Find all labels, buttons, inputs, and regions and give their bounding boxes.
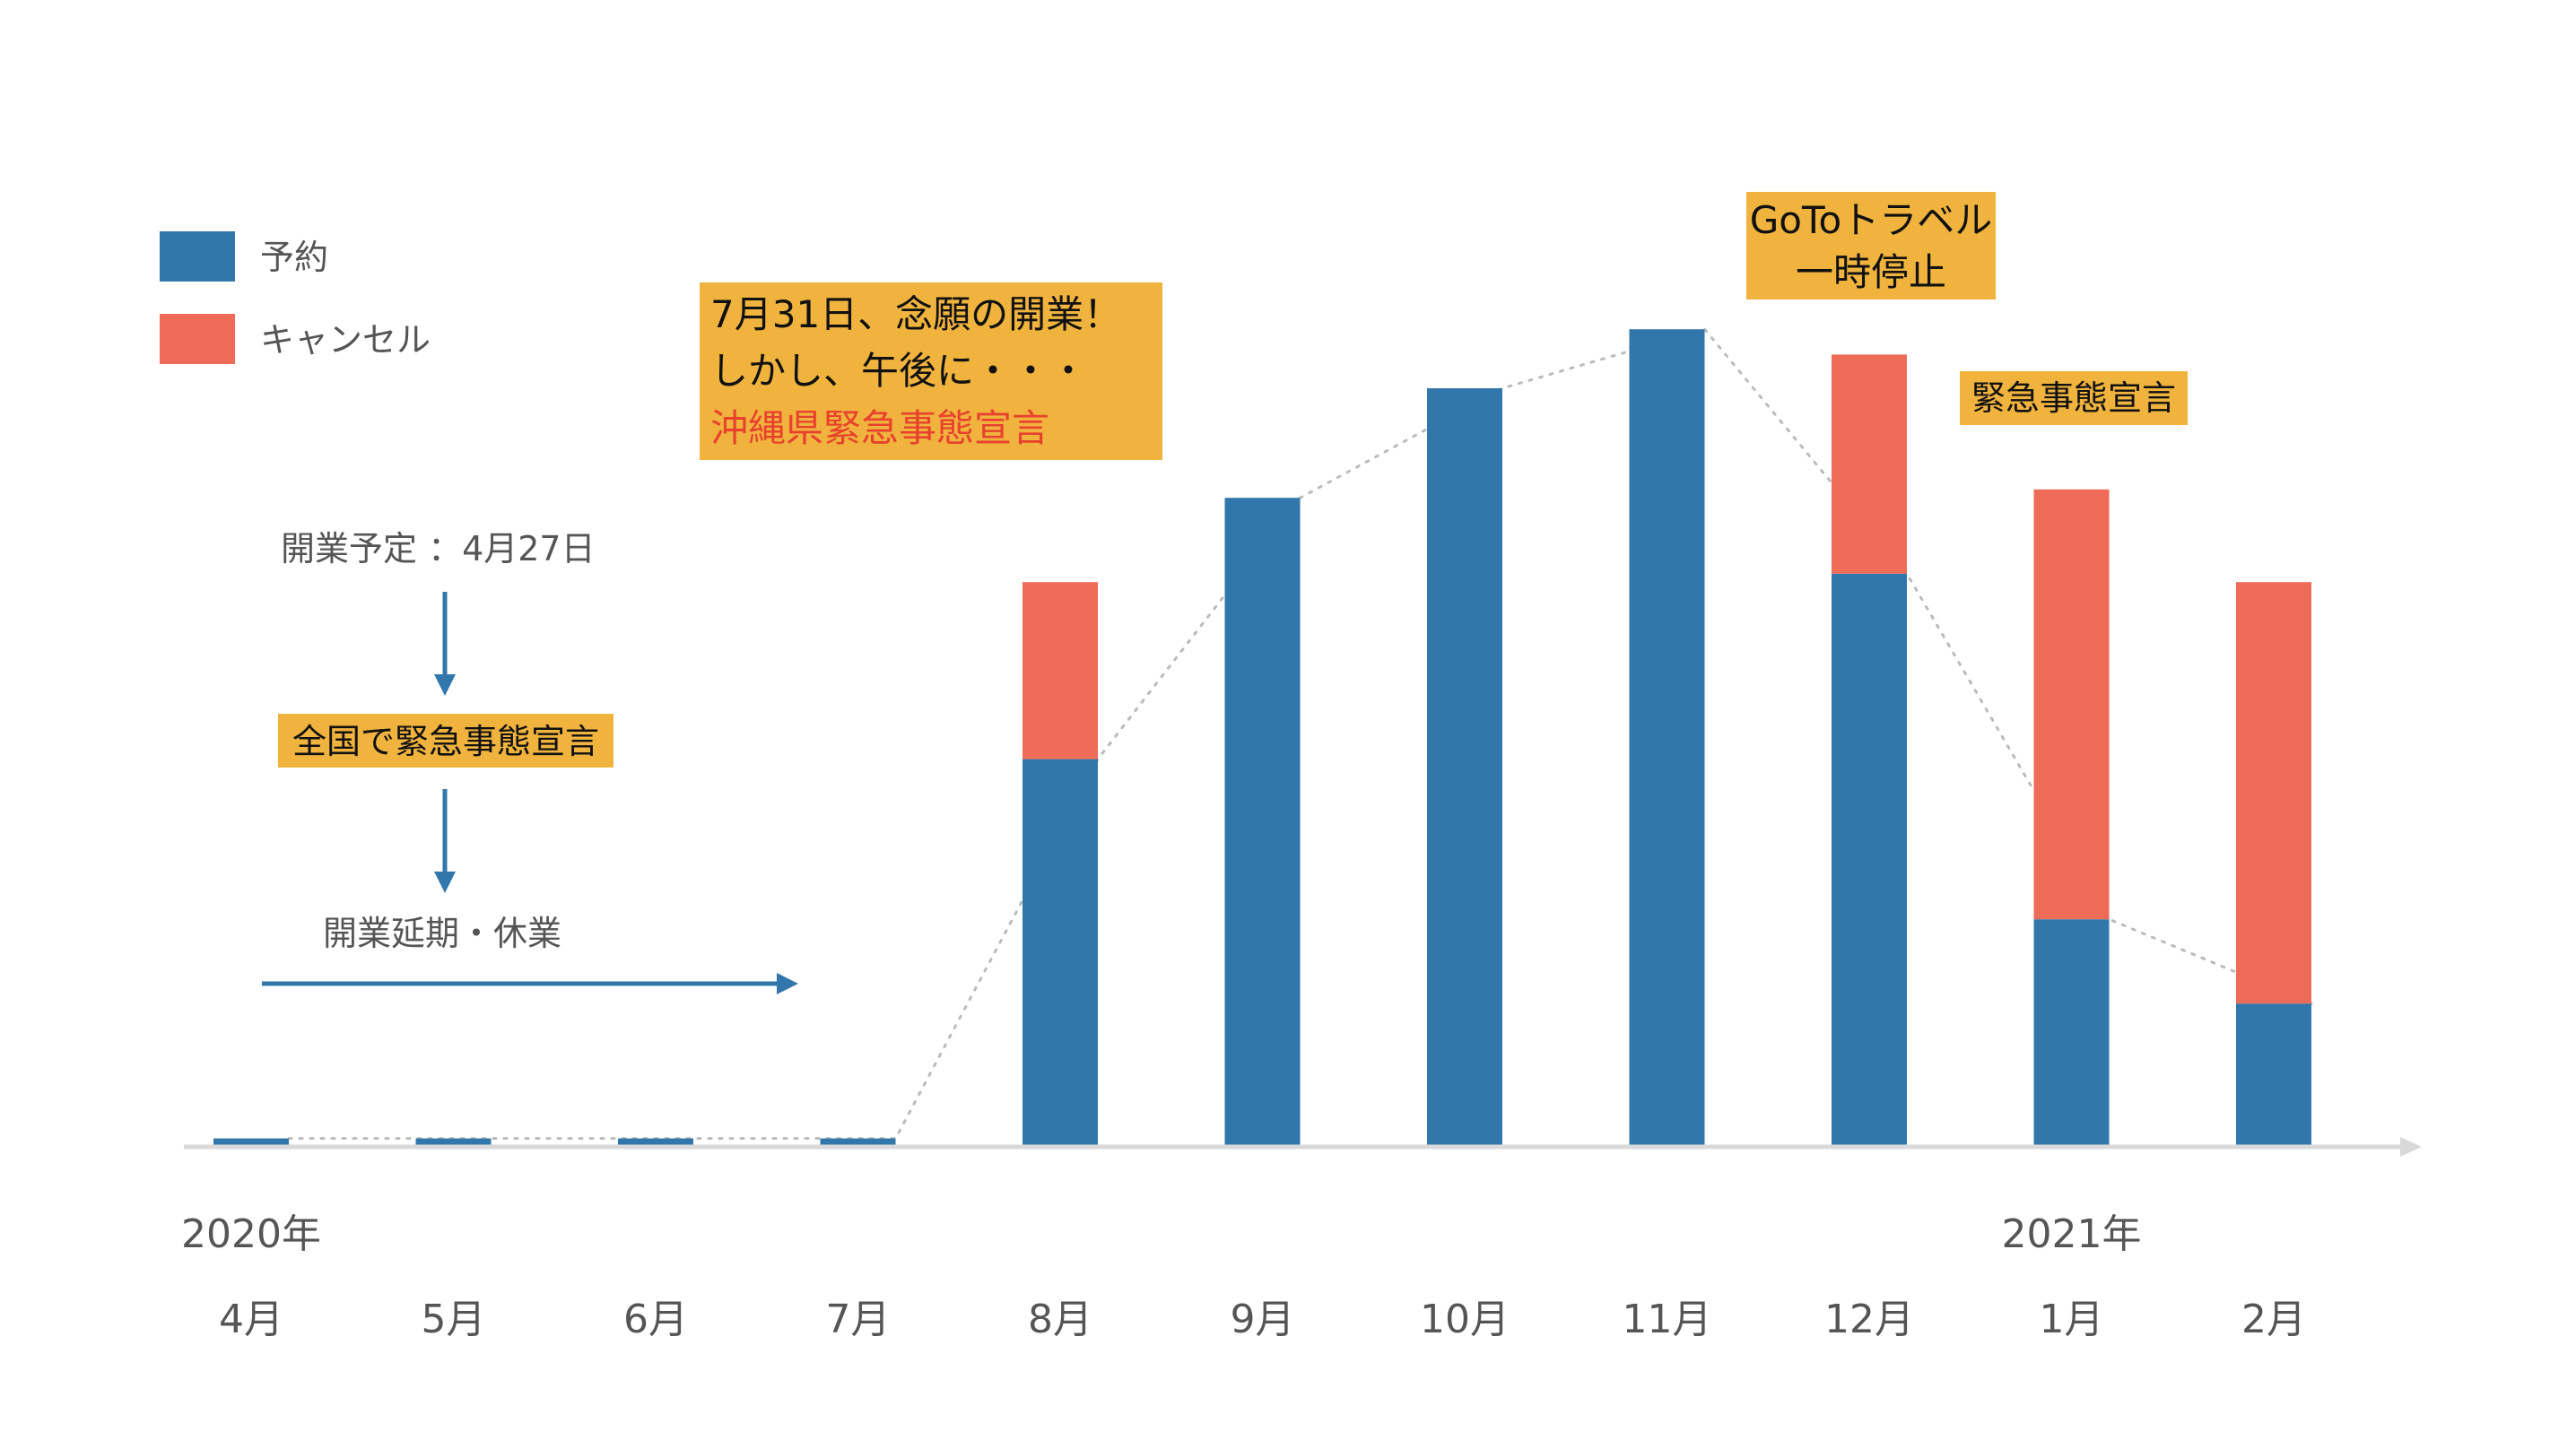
x-tick-label: 7月 <box>826 1297 891 1342</box>
bar-cancel-10 <box>2033 489 2110 920</box>
legend-swatch-booking <box>160 231 235 282</box>
x-tick-label: 8月 <box>1028 1297 1092 1342</box>
down-arrow-1-head <box>434 674 456 696</box>
legend-label-cancel: キャンセル <box>260 320 431 360</box>
goto-callout: GoToトラベル 一時停止 <box>1746 192 1996 299</box>
bar-booking-5 <box>1023 759 1098 1147</box>
emergency-2021-callout: 緊急事態宣言 <box>1960 371 2188 425</box>
national-emergency-text: 全国で緊急事態宣言 <box>292 722 599 761</box>
year-label: 2021年 <box>2002 1211 2142 1257</box>
emergency-2021-text: 緊急事態宣言 <box>1971 378 2176 418</box>
down-arrow-2-head <box>434 872 456 893</box>
x-tick-label: 1月 <box>2040 1297 2104 1342</box>
x-tick-label: 12月 <box>1824 1297 1914 1342</box>
x-tick-labels: 4月 5月 6月 7月 8月 9月 10月 11月 12月 1月 2月 <box>219 1297 2306 1342</box>
year-labels: 2020年 2021年 <box>181 1211 2141 1257</box>
x-tick-label: 10月 <box>1420 1297 1510 1342</box>
emergency-2021-callout-box <box>1960 371 2188 425</box>
bar-booking-10 <box>2033 919 2110 1147</box>
postponed-note: 開業延期・休業 <box>323 914 561 953</box>
bar-booking-9 <box>1832 573 1907 1147</box>
july-callout-box <box>700 282 1162 460</box>
national-emergency-callout <box>278 714 614 768</box>
bar-booking-7 <box>1427 388 1502 1147</box>
planned-opening-note: 開業予定 ：4月27日 <box>281 529 596 568</box>
x-tick-label: 9月 <box>1231 1297 1295 1342</box>
july-callout-line2: しかし、午後に・・・ <box>710 349 1087 393</box>
x-tick-label: 5月 <box>422 1297 486 1342</box>
x-tick-label: 4月 <box>219 1297 283 1342</box>
bar-booking-2 <box>415 1138 492 1147</box>
year-label: 2020年 <box>181 1211 321 1257</box>
bars-layer <box>213 329 2311 1147</box>
opening-timeline: 開業予定 ：4月27日 全国で緊急事態宣言 開業延期・休業 <box>262 529 798 994</box>
goto-callout-line2: 一時停止 <box>1796 250 1946 294</box>
x-tick-label: 11月 <box>1623 1297 1712 1342</box>
x-tick-label: 6月 <box>623 1297 688 1342</box>
goto-callout-line1: GoToトラベル <box>1750 198 1992 242</box>
bar-booking-8 <box>1629 329 1705 1147</box>
closure-arrow-head <box>777 973 798 994</box>
bar-cancel-5 <box>1023 582 1098 759</box>
legend: 予約 キャンセル <box>160 231 431 364</box>
bar-booking-1 <box>213 1138 289 1147</box>
bar-booking-4 <box>820 1138 896 1147</box>
bar-booking-6 <box>1224 498 1301 1147</box>
bar-booking-3 <box>618 1138 693 1147</box>
july-callout: 7月31日、念願の開業！ しかし、午後に・・・ 沖縄県緊急事態宣言 <box>700 282 1162 460</box>
july-callout-line1: 7月31日、念願の開業！ <box>710 292 1121 336</box>
july-callout-line3: 沖縄県緊急事態宣言 <box>710 406 1049 450</box>
legend-label-booking: 予約 <box>260 238 328 277</box>
x-axis-arrow-head <box>2400 1137 2422 1157</box>
x-tick-label: 2月 <box>2241 1297 2306 1342</box>
bar-cancel-11 <box>2236 582 2311 1004</box>
bar-cancel-9 <box>1832 354 1907 574</box>
legend-swatch-cancel <box>160 314 235 364</box>
bar-booking-11 <box>2236 1003 2311 1147</box>
goto-callout-box <box>1746 192 1996 299</box>
